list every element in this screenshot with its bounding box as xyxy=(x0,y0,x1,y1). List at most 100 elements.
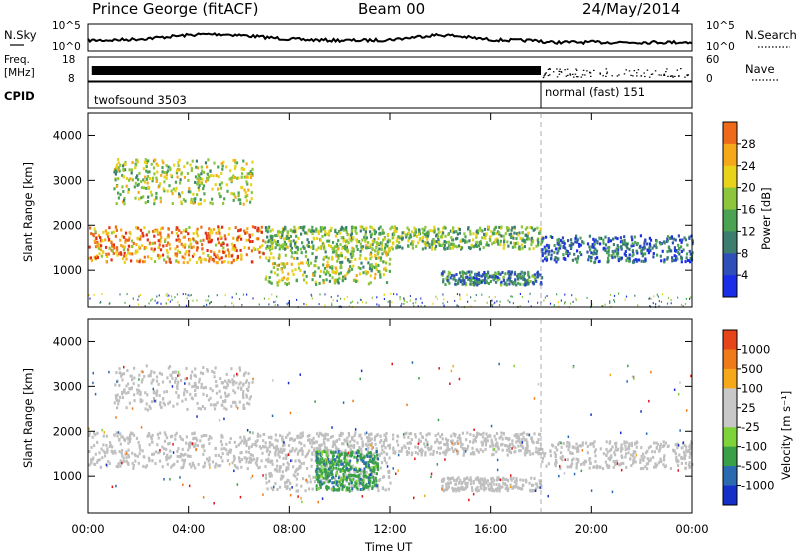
power-cell xyxy=(389,257,392,261)
power-cell xyxy=(294,268,297,272)
velocity-cell xyxy=(367,433,371,437)
power-cell xyxy=(228,227,231,231)
velocity-cell xyxy=(482,483,485,487)
power-cell xyxy=(251,172,254,176)
velocity-cell xyxy=(127,453,130,457)
power-cell xyxy=(155,180,158,183)
velocity-cell xyxy=(524,446,527,450)
power-cell xyxy=(369,230,372,234)
power-cell xyxy=(446,275,449,279)
velocity-cell xyxy=(578,444,581,448)
velocity-cell xyxy=(163,452,166,456)
power-cell xyxy=(401,246,404,250)
velocity-cell xyxy=(484,487,488,490)
power-cell xyxy=(268,303,270,306)
velocity-cell xyxy=(274,446,278,450)
velocity-cell xyxy=(205,394,209,398)
power-cell xyxy=(319,238,322,242)
velocity-cell xyxy=(410,438,413,442)
power-cell xyxy=(379,273,382,277)
power-cell xyxy=(502,246,505,250)
velocity-cell xyxy=(180,466,183,470)
power-cell xyxy=(115,250,118,254)
power-cell xyxy=(434,244,438,248)
power-cell xyxy=(489,280,492,283)
velocity-cell xyxy=(202,386,205,390)
power-cell xyxy=(622,242,625,246)
velocity-cell xyxy=(484,479,487,483)
power-cell xyxy=(142,234,145,238)
velocity-cell xyxy=(322,481,325,485)
velocity-cell xyxy=(150,400,154,404)
power-cell xyxy=(626,242,629,246)
velocity-cell xyxy=(533,477,536,480)
velocity-cell xyxy=(397,443,400,447)
velocity-cell xyxy=(458,487,461,491)
velocity-cell xyxy=(200,382,203,386)
velocity-cell xyxy=(500,431,503,435)
power-cell xyxy=(468,270,471,274)
power-cell xyxy=(566,250,569,254)
velocity-cell xyxy=(522,478,525,482)
power-cell xyxy=(527,273,530,277)
power-cell xyxy=(300,226,303,230)
power-cell xyxy=(192,201,195,205)
power-cell xyxy=(409,242,413,246)
velocity-cell xyxy=(388,456,391,460)
velocity-cell xyxy=(332,443,335,447)
power-cell xyxy=(604,243,608,247)
velocity-cell xyxy=(615,441,618,445)
velocity-cell xyxy=(264,441,267,445)
power-cell xyxy=(635,249,638,253)
power-cell xyxy=(423,228,426,232)
power-cell xyxy=(196,177,199,181)
velocity-cell xyxy=(270,436,273,440)
power-cell xyxy=(291,269,294,273)
power-cell xyxy=(459,295,461,298)
velocity-cell xyxy=(194,393,197,397)
power-cell xyxy=(167,235,170,239)
velocity-cell xyxy=(450,446,454,450)
power-cell xyxy=(180,202,183,206)
power-colorbar-tick-label: 20 xyxy=(741,181,756,195)
velocity-cell xyxy=(620,454,623,458)
power-cell xyxy=(246,194,249,197)
velocity-cell xyxy=(157,451,160,455)
power-cell xyxy=(379,275,382,279)
power-cell xyxy=(175,232,178,236)
velocity-cell xyxy=(201,405,204,408)
velocity-cell xyxy=(225,386,228,390)
power-cell xyxy=(309,230,313,233)
power-cell xyxy=(272,266,275,270)
power-cell xyxy=(117,161,120,165)
power-cell xyxy=(508,273,511,277)
velocity-cell xyxy=(568,441,571,445)
velocity-cell xyxy=(215,391,219,395)
velocity-cell xyxy=(146,408,149,412)
velocity-cell xyxy=(674,443,677,447)
power-cell xyxy=(426,241,429,245)
velocity-cell xyxy=(449,481,452,485)
power-cell xyxy=(129,177,132,181)
power-cell xyxy=(239,198,242,202)
velocity-cell xyxy=(504,487,507,491)
power-cell xyxy=(174,247,177,251)
velocity-cell xyxy=(477,450,480,454)
power-cell xyxy=(202,184,206,188)
velocity-cell xyxy=(248,460,251,464)
velocity-cell xyxy=(265,458,268,462)
velocity-cell xyxy=(233,440,236,444)
velocity-cell xyxy=(361,469,364,473)
power-cell xyxy=(529,225,532,229)
velocity-cell xyxy=(639,467,643,471)
velocity-cell xyxy=(384,488,387,492)
velocity-cell xyxy=(484,443,487,447)
velocity-cell xyxy=(264,465,267,469)
velocity-cell xyxy=(304,489,307,493)
velocity-cell xyxy=(535,482,538,486)
power-cell xyxy=(163,258,166,262)
power-cell xyxy=(456,232,459,236)
velocity-cell xyxy=(217,453,220,457)
velocity-cell xyxy=(453,478,456,482)
